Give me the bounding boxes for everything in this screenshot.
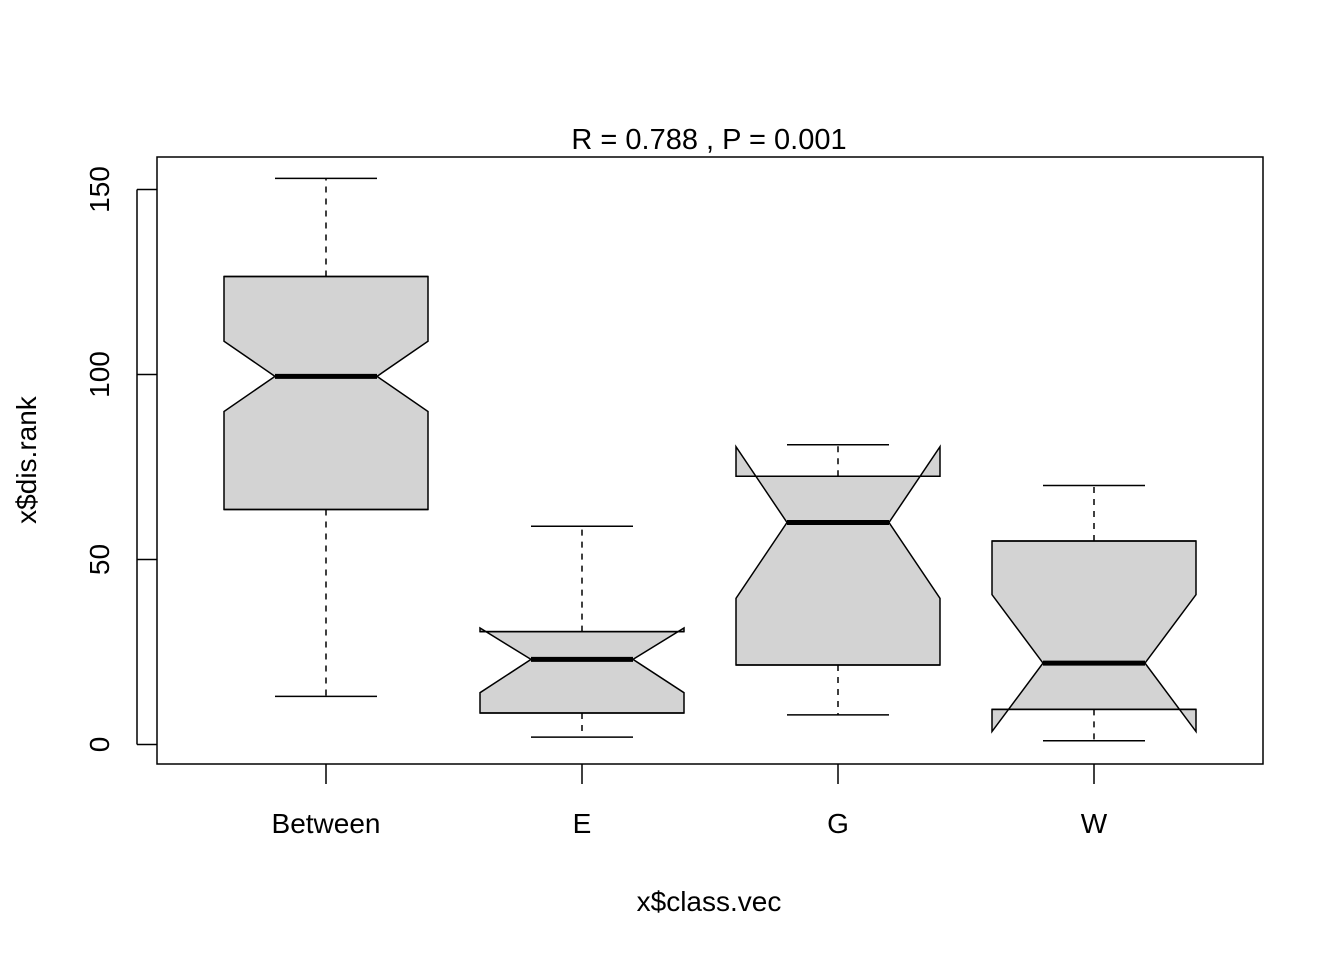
y-axis: 0 50 100 150 bbox=[84, 166, 157, 752]
box-body bbox=[223, 275, 429, 511]
y-tick-label: 0 bbox=[84, 737, 115, 753]
x-axis: Between E G W bbox=[272, 764, 1108, 839]
boxes-layer bbox=[223, 177, 1197, 742]
chart-title: R = 0.788 , P = 0.001 bbox=[571, 124, 846, 156]
y-tick-label: 150 bbox=[84, 166, 115, 213]
x-tick-label: Between bbox=[272, 808, 381, 839]
y-tick-label: 50 bbox=[84, 544, 115, 575]
box-between bbox=[223, 177, 429, 698]
plot-frame bbox=[156, 156, 1264, 765]
x-tick-label: E bbox=[573, 808, 592, 839]
box-e bbox=[479, 525, 685, 738]
box-body bbox=[479, 626, 685, 714]
y-axis-label: x$dis.rank bbox=[11, 395, 42, 524]
box-w bbox=[991, 484, 1197, 742]
box-g bbox=[735, 444, 941, 716]
box-body bbox=[735, 444, 941, 666]
x-tick-label: G bbox=[827, 808, 849, 839]
y-tick-label: 100 bbox=[84, 351, 115, 398]
box-body bbox=[991, 540, 1197, 734]
x-tick-label: W bbox=[1081, 808, 1108, 839]
x-axis-label: x$class.vec bbox=[637, 886, 782, 917]
